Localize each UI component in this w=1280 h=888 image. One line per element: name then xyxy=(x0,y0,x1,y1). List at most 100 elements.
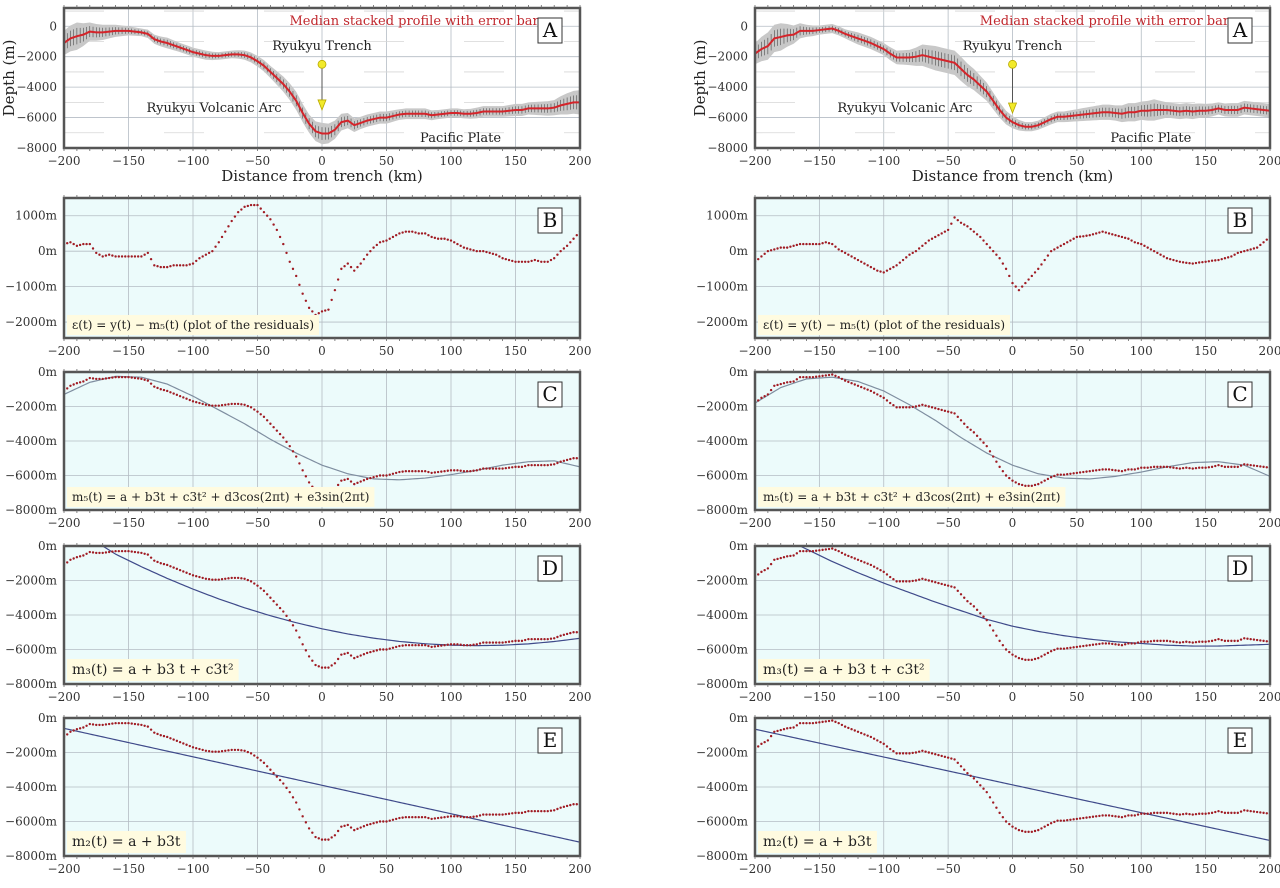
residual-point xyxy=(88,242,92,246)
panel-letter-box xyxy=(537,17,563,44)
residual-point xyxy=(233,215,237,218)
profile-point xyxy=(101,551,104,555)
residual-point xyxy=(546,260,549,263)
residual-point xyxy=(494,253,498,256)
profile-point xyxy=(546,809,549,813)
profile-point xyxy=(1053,648,1056,652)
profile-point xyxy=(1075,471,1079,475)
panel-d-right: m₃(t) = a + b3 t + c3t² D 0m −2000m −4000m −6… xyxy=(696,539,1280,704)
residual-point xyxy=(478,249,482,253)
profile-point xyxy=(95,723,98,727)
residual-point xyxy=(921,244,924,248)
profile-point xyxy=(1181,466,1185,470)
profile-point xyxy=(1033,657,1037,661)
profile-point xyxy=(1140,812,1143,815)
profile-point xyxy=(969,602,972,605)
profile-point xyxy=(1011,653,1014,656)
residual-point xyxy=(411,230,414,233)
profile-point xyxy=(776,729,779,733)
profile-point xyxy=(1217,809,1220,813)
fit-line-e xyxy=(755,728,1270,842)
residual-point xyxy=(985,242,988,246)
profile-point xyxy=(827,373,831,377)
residual-point xyxy=(569,241,572,244)
profile-point xyxy=(275,775,279,778)
profile-point xyxy=(362,479,366,482)
profile-point xyxy=(356,655,359,659)
y-tick-label: −6000 xyxy=(16,111,57,125)
x-tick-label: −150 xyxy=(803,516,836,530)
residual-point xyxy=(104,254,108,257)
profile-point xyxy=(757,399,760,402)
profile-point xyxy=(149,556,153,559)
residual-point xyxy=(156,265,159,268)
residual-point xyxy=(1255,246,1259,249)
x-tick-label: 0 xyxy=(318,690,326,704)
residual-point xyxy=(1104,231,1108,234)
profile-point xyxy=(1098,814,1101,818)
residual-point xyxy=(1265,238,1268,241)
profile-point xyxy=(517,465,520,469)
profile-point xyxy=(559,806,562,809)
x-tick-label: −100 xyxy=(867,344,900,358)
plot-content xyxy=(64,721,580,843)
residual-point xyxy=(808,242,811,246)
profile-point xyxy=(1056,647,1059,650)
residual-point xyxy=(1188,262,1191,265)
plot-content xyxy=(64,546,580,669)
profile-point xyxy=(1001,815,1005,819)
plot-content xyxy=(64,375,580,495)
x-tick-label: −50 xyxy=(245,690,270,704)
profile-point xyxy=(1204,640,1207,643)
profile-point xyxy=(82,726,85,729)
profile-point xyxy=(966,772,969,775)
profile-point xyxy=(1152,639,1156,643)
residual-point xyxy=(114,255,117,258)
profile-point xyxy=(946,584,950,587)
profile-point xyxy=(1243,637,1246,640)
residual-point xyxy=(911,251,914,255)
profile-point xyxy=(773,730,776,733)
profile-point xyxy=(847,726,850,730)
residual-point xyxy=(72,242,75,246)
profile-point xyxy=(1140,640,1143,643)
profile-point xyxy=(1111,642,1114,646)
profile-point xyxy=(462,815,466,819)
profile-point xyxy=(917,750,921,753)
profile-point xyxy=(424,469,427,473)
profile-point xyxy=(146,553,150,556)
profile-point xyxy=(498,641,501,644)
profile-point xyxy=(1120,815,1124,819)
x-tick-label: 50 xyxy=(379,690,394,704)
profile-point xyxy=(427,644,430,648)
trench-marker-circle xyxy=(317,59,327,69)
profile-point xyxy=(879,568,882,572)
profile-point xyxy=(763,394,766,398)
profile-point xyxy=(766,393,770,396)
profile-point xyxy=(453,643,456,646)
profile-point xyxy=(227,403,230,406)
x-tick-label: −150 xyxy=(112,690,145,704)
profile-point xyxy=(317,665,320,668)
profile-point xyxy=(792,554,795,557)
residual-point xyxy=(562,247,566,250)
profile-point xyxy=(514,465,517,469)
panel-letter: B xyxy=(543,208,558,232)
formula-label: ε(t) = y(t) − m₅(t) (plot of the residua… xyxy=(72,318,314,332)
profile-point xyxy=(1181,640,1185,644)
residual-point xyxy=(533,258,537,262)
residual-point xyxy=(789,245,792,248)
profile-point xyxy=(808,549,811,553)
residual-point xyxy=(446,238,449,241)
residual-point xyxy=(905,256,908,259)
residual-point xyxy=(917,247,921,250)
profile-point xyxy=(1030,658,1034,662)
profile-point xyxy=(982,787,985,790)
y-tick-label: −6000m xyxy=(5,643,58,657)
residual-point xyxy=(269,218,272,221)
profile-point xyxy=(465,643,469,647)
profile-point xyxy=(365,651,369,655)
x-tick-label: −200 xyxy=(48,690,81,704)
profile-point xyxy=(169,565,172,568)
profile-point xyxy=(843,553,847,556)
